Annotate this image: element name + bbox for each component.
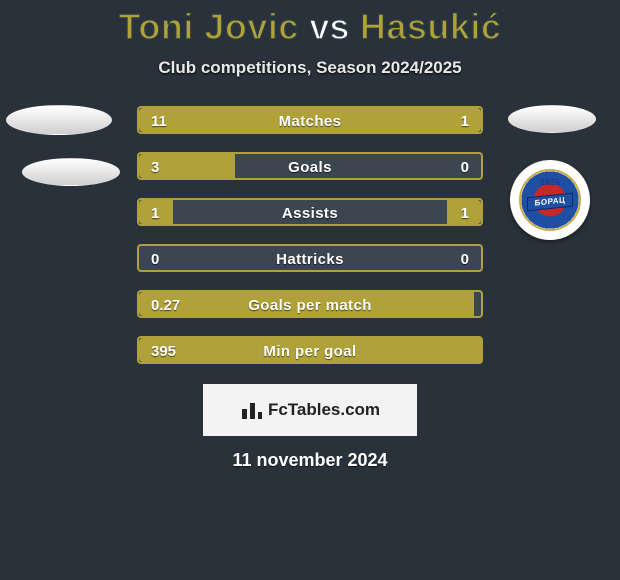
stat-label: Assists [139,200,481,226]
fctables-badge[interactable]: FcTables.com [203,384,417,436]
snapshot-date: 11 november 2024 [0,450,620,471]
comparison-arena: 1926 БОРАЦ 111Matches 30Goals 11Assists 00H… [0,106,620,376]
stat-row: 395Min per goal [137,336,483,364]
title-row: Toni Jovic vs Hasukić [0,0,620,48]
crest-band: БОРАЦ [527,193,573,212]
player2-name: Hasukić [360,6,502,48]
stat-label: Goals per match [139,292,481,318]
fctables-logo-icon [240,401,262,419]
crest-inner: 1926 БОРАЦ [519,169,581,231]
crest-year: 1926 [521,177,579,187]
stat-row: 00Hattricks [137,244,483,272]
player2-club-crest: 1926 БОРАЦ [510,160,590,240]
stat-row: 0.27Goals per match [137,290,483,318]
stat-row: 11Assists [137,198,483,226]
subtitle: Club competitions, Season 2024/2025 [0,58,620,78]
fctables-brand-text: FcTables.com [268,400,380,420]
player1-photo-placeholder [6,105,112,135]
player1-name: Toni Jovic [119,6,299,48]
stat-row: 111Matches [137,106,483,134]
stat-label: Min per goal [139,338,481,364]
stat-label: Goals [139,154,481,180]
stat-row: 30Goals [137,152,483,180]
stat-label: Matches [139,108,481,134]
vs-separator: vs [309,6,349,48]
player1-club-placeholder [22,158,120,186]
player2-photo-placeholder [508,105,596,133]
stat-bars: 111Matches 30Goals 11Assists 00Hattricks 0.2… [137,106,483,382]
stat-label: Hattricks [139,246,481,272]
